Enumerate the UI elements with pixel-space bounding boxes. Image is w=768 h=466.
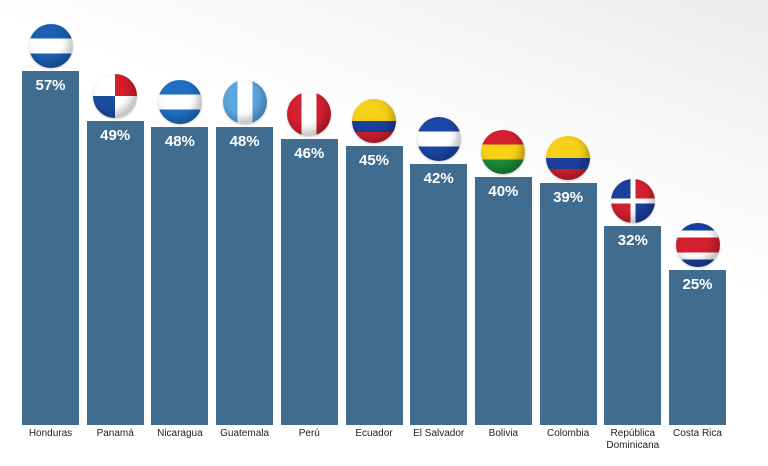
value-label: 49% [100, 126, 131, 144]
value-label: 32% [617, 232, 648, 250]
bar [151, 126, 209, 425]
bar [86, 120, 144, 425]
x-tick-label: Costa Rica [673, 428, 722, 439]
flag [157, 79, 202, 124]
flag [222, 79, 267, 124]
value-label: 48% [229, 132, 260, 150]
flag [287, 92, 332, 137]
bar [474, 176, 532, 425]
value-label: 25% [682, 275, 713, 293]
x-tick-label: Honduras [28, 428, 73, 439]
value-label: 45% [358, 151, 390, 169]
x-tick-label: Nicaragua [157, 428, 203, 439]
bar [669, 269, 726, 425]
flag [416, 117, 461, 162]
flag [93, 73, 138, 118]
bar [216, 126, 274, 425]
bar [604, 226, 662, 425]
bar [280, 139, 338, 425]
value-label: 46% [294, 145, 325, 163]
flag [481, 129, 526, 174]
flag [610, 179, 655, 224]
value-label: 48% [164, 132, 195, 150]
value-label: 57% [35, 77, 66, 94]
x-tick-label: República Dominicana [606, 428, 660, 451]
flag [352, 98, 396, 143]
x-tick-label: Perú [298, 428, 320, 439]
x-tick-label: El Salvador [413, 428, 465, 439]
flag [546, 135, 591, 180]
bar [22, 71, 79, 425]
value-label: 39% [553, 188, 584, 206]
x-tick-label: Colombia [546, 428, 590, 439]
flag [28, 24, 73, 68]
value-label: 42% [423, 170, 454, 188]
x-tick-label: Panamá [96, 428, 134, 439]
value-label: 40% [488, 182, 519, 200]
bar [345, 145, 403, 425]
x-tick-label: Ecuador [355, 428, 393, 439]
bar [539, 182, 597, 425]
flag [675, 222, 720, 267]
bar [410, 164, 468, 425]
x-tick-label: Guatemala [220, 428, 270, 439]
x-tick-label: Bolivia [488, 428, 519, 439]
